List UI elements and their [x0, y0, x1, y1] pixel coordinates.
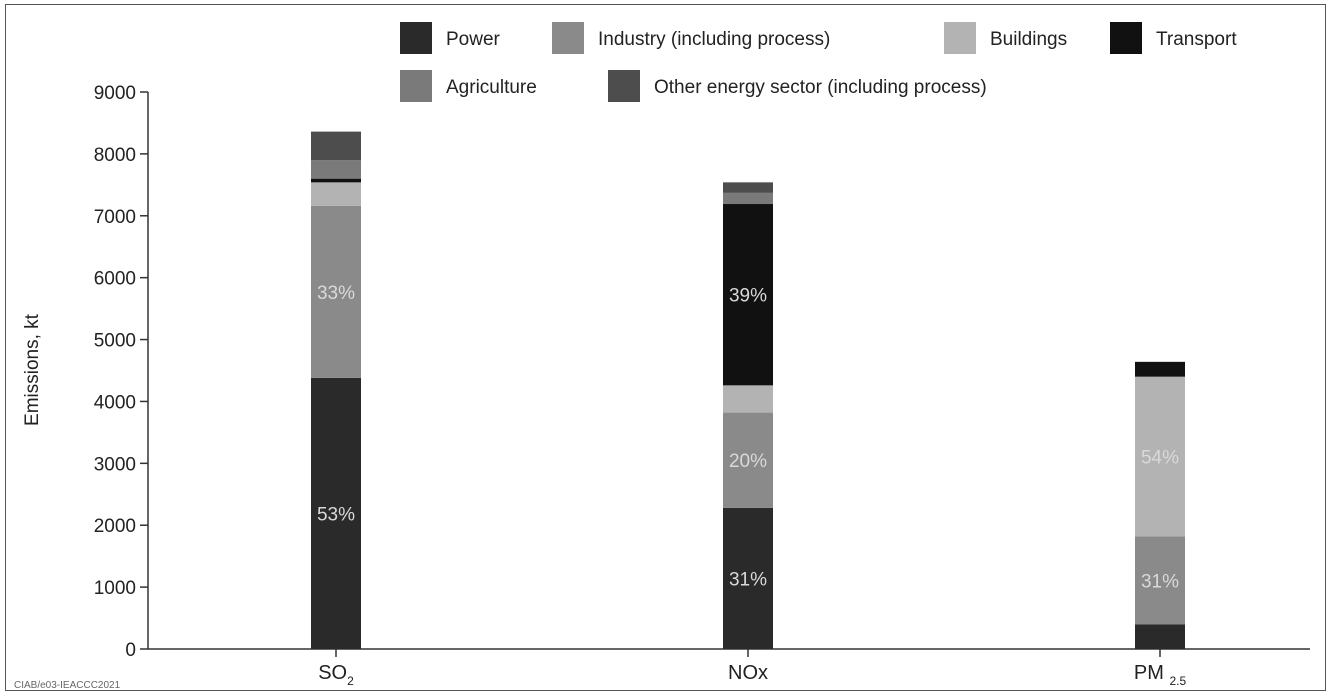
bar-segment [723, 204, 773, 386]
data-label: 31% [1141, 571, 1179, 592]
bars [311, 131, 1185, 649]
bar-segment [311, 205, 361, 378]
source-note: CIAB/e03-IEACCC2021 [14, 680, 121, 691]
bar-segment [1135, 376, 1185, 537]
bar-segment [723, 182, 773, 193]
bar-segment [311, 160, 361, 179]
y-tick-label: 5000 [94, 331, 136, 352]
y-tick-label: 9000 [94, 83, 136, 104]
y-tick-label: 7000 [94, 207, 136, 228]
legend-swatch [400, 22, 432, 54]
bar-segment [1135, 361, 1185, 377]
bar-segment [311, 131, 361, 161]
data-labels: 53% 33% 31% 20% 39% 31% 54% [317, 283, 1179, 592]
legend-label: Power [446, 29, 501, 50]
y-tick-label: 0 [125, 640, 136, 661]
legend-label: Transport [1156, 29, 1237, 50]
y-tick-label: 1000 [94, 578, 136, 599]
y-tick-label: 2000 [94, 516, 136, 537]
data-label: 53% [317, 504, 355, 525]
bar-segment [311, 178, 361, 183]
legend-swatch [552, 22, 584, 54]
bar-segment [723, 412, 773, 508]
data-label: 33% [317, 283, 355, 304]
y-tick-label: 8000 [94, 145, 136, 166]
data-label: 39% [729, 286, 767, 307]
y-tick-label: 6000 [94, 269, 136, 290]
data-label: 54% [1141, 448, 1179, 469]
bar-segment [1135, 536, 1185, 625]
bar-segment [723, 507, 773, 649]
legend: Power Industry (including process) Buildin… [400, 22, 1237, 102]
bar-segment [311, 377, 361, 649]
data-label: 20% [729, 451, 767, 472]
chart-frame [5, 4, 1326, 691]
y-axis-label: Emissions, kt [22, 313, 43, 426]
legend-swatch [608, 70, 640, 102]
legend-label: Industry (including process) [598, 29, 830, 50]
bar-segment [723, 192, 773, 205]
axes: 0 1000 2000 3000 4000 5000 6000 7000 8000 9000 SO2… [94, 83, 1310, 688]
legend-label: Agriculture [446, 77, 537, 98]
legend-label: Buildings [990, 29, 1067, 50]
x-tick-label: SO2 [318, 662, 354, 688]
y-tick-label: 4000 [94, 392, 136, 413]
legend-swatch [1110, 22, 1142, 54]
bar-segment [1135, 624, 1185, 649]
data-label: 31% [729, 569, 767, 590]
y-tick-label: 3000 [94, 454, 136, 475]
x-tick-label: PM 2.5 [1134, 662, 1187, 688]
bar-segment [723, 385, 773, 413]
legend-swatch [944, 22, 976, 54]
legend-swatch [400, 70, 432, 102]
x-tick-label: NOx [728, 662, 768, 684]
bar-segment [311, 182, 361, 206]
legend-label: Other energy sector (including process) [654, 77, 987, 98]
